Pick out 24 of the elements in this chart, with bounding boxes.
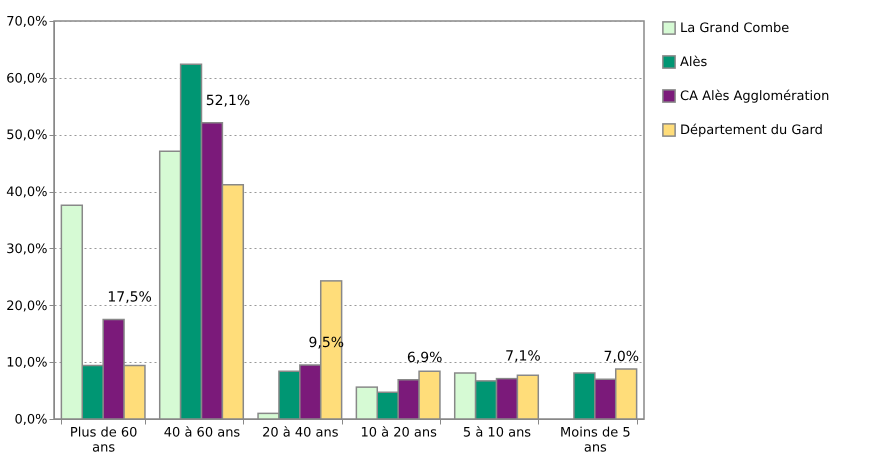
- data-label: 7,1%: [505, 348, 541, 365]
- x-tick-label: 5 à 10 ans: [462, 426, 532, 440]
- x-tick-label: 20 à 40 ans: [262, 426, 339, 440]
- x-tick-label: Moins de 5 ans: [560, 426, 631, 456]
- x-tick-label: 10 à 20 ans: [360, 426, 438, 440]
- y-tick-label: 0,0%: [14, 412, 48, 428]
- data-label: 9,5%: [308, 334, 344, 351]
- y-tick-label: 20,0%: [6, 298, 48, 314]
- y-tick-label: 50,0%: [6, 128, 48, 144]
- legend-label: Département du Gard: [680, 123, 823, 138]
- data-label: 6,9%: [406, 350, 442, 366]
- x-tick-label: Plus de 60 ans: [70, 426, 138, 456]
- data-label: 52,1%: [206, 92, 250, 109]
- data-label: 7,0%: [603, 349, 640, 366]
- legend-label: La Grand Combe: [680, 21, 790, 36]
- y-tick-label: 70,0%: [6, 14, 48, 30]
- legend-label: Alès: [680, 55, 708, 70]
- y-tick-label: 40,0%: [6, 185, 48, 200]
- y-tick-label: 10,0%: [6, 356, 48, 371]
- legend-label: CA Alès Agglomération: [680, 89, 830, 104]
- y-tick-label: 30,0%: [6, 242, 48, 257]
- y-tick-label: 60,0%: [6, 71, 48, 86]
- x-tick-label: 40 à 60 ans: [164, 426, 240, 440]
- data-label: 17,5%: [107, 290, 152, 306]
